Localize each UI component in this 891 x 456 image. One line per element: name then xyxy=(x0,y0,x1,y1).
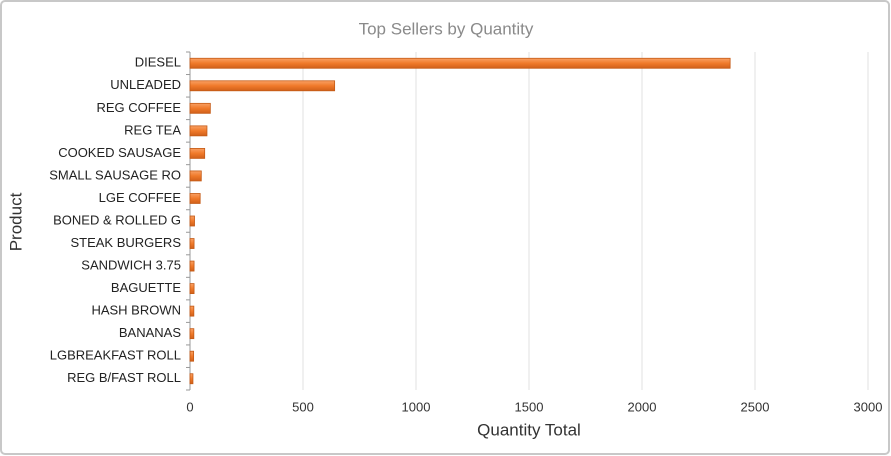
x-tick-label: 1500 xyxy=(515,399,544,414)
bar xyxy=(189,238,195,249)
y-tick-label: DIESEL xyxy=(135,55,181,70)
bar xyxy=(189,305,195,317)
y-axis-label: Product xyxy=(6,192,25,251)
x-tick-label: 0 xyxy=(186,399,193,414)
y-tick-label: LGE COFFEE xyxy=(99,190,182,205)
x-tick-label: 3000 xyxy=(854,399,883,414)
bar xyxy=(189,350,195,362)
x-tick-label: 500 xyxy=(292,399,314,414)
x-tick-label: 1000 xyxy=(402,399,431,414)
y-tick-label: BONED & ROLLED G xyxy=(53,212,181,227)
bar xyxy=(189,57,731,69)
y-tick-label: REG B/FAST ROLL xyxy=(67,370,181,385)
y-tick-label: LGBREAKFAST ROLL xyxy=(50,348,181,363)
y-tick-label: UNLEADED xyxy=(110,77,181,92)
bar xyxy=(189,283,195,295)
bar xyxy=(189,328,195,340)
y-tick-label: REG TEA xyxy=(124,122,181,137)
chart-title: Top Sellers by Quantity xyxy=(359,19,534,38)
x-tick-label: 2000 xyxy=(628,399,657,414)
y-tick-label: SMALL SAUSAGE RO xyxy=(49,167,181,182)
y-tick-label: REG COFFEE xyxy=(96,100,181,115)
bar xyxy=(189,102,211,114)
bar xyxy=(189,193,201,204)
bar xyxy=(189,80,336,92)
y-tick-label: SANDWICH 3.75 xyxy=(81,258,181,273)
x-tick-label: 2500 xyxy=(741,399,770,414)
x-axis-label: Quantity Total xyxy=(477,420,581,439)
y-tick-label: HASH BROWN xyxy=(91,303,181,318)
y-tick-label: BANANAS xyxy=(119,325,181,340)
bar xyxy=(189,147,206,159)
bar xyxy=(189,170,202,182)
bar xyxy=(189,373,194,385)
bar xyxy=(189,125,208,137)
bar xyxy=(189,260,195,272)
y-tick-label: STEAK BURGERS xyxy=(70,235,181,250)
y-tick-label: BAGUETTE xyxy=(111,280,181,295)
bar xyxy=(189,215,195,227)
y-tick-label: COOKED SAUSAGE xyxy=(58,145,181,160)
